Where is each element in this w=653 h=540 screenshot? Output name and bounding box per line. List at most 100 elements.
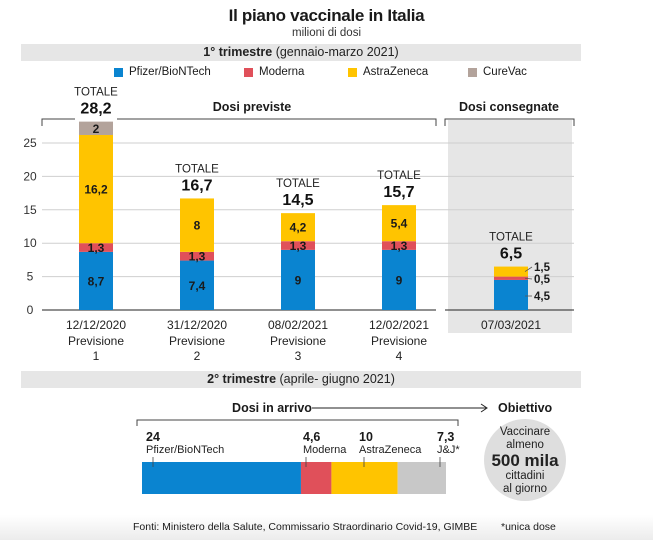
obiettivo-label: Obiettivo bbox=[498, 401, 553, 415]
bar-segment-moderna bbox=[494, 276, 528, 280]
bar-value-label: 8,7 bbox=[88, 274, 105, 288]
legend: Pfizer/BioNTech Moderna AstraZeneca Cure… bbox=[0, 66, 653, 82]
dosi-consegnate-label: Dosi consegnate bbox=[459, 100, 559, 114]
legend-label: AstraZeneca bbox=[363, 66, 429, 78]
x-tick-label: Previsione bbox=[68, 334, 124, 348]
x-tick-label: Previsione bbox=[270, 334, 326, 348]
chart-title: Il piano vaccinale in Italia bbox=[228, 6, 425, 25]
bar-value-label: 5,4 bbox=[391, 217, 408, 231]
bar-value-label: 8 bbox=[194, 219, 201, 233]
bar-segment-moderna bbox=[281, 241, 315, 250]
total-caption: TOTALE bbox=[276, 178, 320, 190]
legend-item-pfizer: Pfizer/BioNTech bbox=[114, 66, 211, 78]
legend-item-astrazeneca: AstraZeneca bbox=[348, 66, 428, 78]
chart-subtitle: milioni di dosi bbox=[291, 27, 362, 39]
total-value: 15,7 bbox=[383, 184, 414, 201]
bar-segment-astrazeneca bbox=[180, 198, 214, 252]
hbar-value-label: 24 bbox=[146, 430, 160, 444]
hbar-segment-astrazeneca bbox=[331, 462, 398, 494]
hbar-value-label: 10 bbox=[359, 430, 373, 444]
dosi-consegnate-bracket bbox=[444, 118, 575, 126]
bar-segment-pfizer-biontech bbox=[494, 279, 528, 310]
total-caption: TOTALE bbox=[377, 170, 421, 182]
bar-value-label: 9 bbox=[295, 273, 302, 287]
bar-value-label: 1,3 bbox=[189, 250, 206, 264]
x-tick-label: Previsione bbox=[371, 334, 427, 348]
total-value: 16,7 bbox=[181, 177, 212, 194]
bar-value-label: 9 bbox=[396, 273, 403, 287]
bar-segment-pfizer-biontech bbox=[281, 249, 315, 310]
y-tick-label: 20 bbox=[23, 169, 37, 183]
legend-item-curevac: CureVac bbox=[468, 66, 527, 78]
bar-segment-astrazeneca bbox=[79, 134, 113, 244]
legend-label: CureVac bbox=[483, 66, 527, 78]
bar-segment-pfizer-biontech bbox=[180, 260, 214, 310]
x-tick-date: 07/03/2021 bbox=[481, 318, 541, 332]
q1-band-title: 1° trimestre bbox=[203, 45, 273, 59]
x-tick-number: 3 bbox=[295, 349, 302, 363]
bar-value-label: 1,5 bbox=[534, 262, 551, 274]
y-tick-label: 5 bbox=[27, 270, 34, 284]
total-value: 14,5 bbox=[282, 192, 313, 209]
objective-line4: al giorno bbox=[502, 482, 548, 495]
q2-band-title: 2° trimestre bbox=[207, 372, 277, 386]
objective-big: 500 mila bbox=[491, 451, 559, 470]
callout-line bbox=[524, 266, 533, 272]
dosi-previste-label: Dosi previste bbox=[213, 100, 292, 114]
q1-band-period: (gennaio-marzo 2021) bbox=[272, 45, 399, 59]
total-caption: TOTALE bbox=[74, 87, 118, 99]
hbar-segment-moderna bbox=[300, 462, 332, 494]
dosi-previste-bracket bbox=[41, 118, 437, 126]
legend-item-moderna: Moderna bbox=[244, 66, 304, 78]
bar-value-label: 1,3 bbox=[290, 239, 307, 253]
y-tick-label: 15 bbox=[23, 203, 37, 217]
x-tick-date: 12/02/2021 bbox=[369, 318, 429, 332]
hbar-series-label: J&J* bbox=[437, 444, 460, 456]
bar-value-label: 2 bbox=[93, 122, 100, 136]
x-tick-label: Previsione bbox=[169, 334, 225, 348]
x-tick-number: 1 bbox=[93, 349, 100, 363]
bar-value-label: 1,3 bbox=[391, 239, 408, 253]
total-value: 6,5 bbox=[500, 246, 522, 263]
legend-label: Moderna bbox=[259, 66, 305, 78]
bar-value-label: 4,2 bbox=[290, 221, 307, 235]
legend-swatch bbox=[244, 67, 253, 77]
hbar-segment-j-j- bbox=[397, 462, 446, 494]
total-caption: TOTALE bbox=[489, 232, 533, 244]
footer-note: *unica dose bbox=[501, 521, 556, 533]
x-tick-date: 12/12/2020 bbox=[66, 318, 126, 332]
arrow-head-icon bbox=[480, 403, 488, 413]
legend-label: Pfizer/BioNTech bbox=[129, 66, 211, 78]
bar-segment-astrazeneca bbox=[281, 213, 315, 242]
callout-line bbox=[524, 277, 533, 280]
q2-horizontal-bar-chart: Dosi in arrivo Obiettivo 24Pfizer/BioNTe… bbox=[136, 401, 553, 494]
bar-segment-moderna bbox=[180, 251, 214, 261]
bar-value-label: 0,5 bbox=[534, 274, 551, 286]
y-tick-label: 0 bbox=[27, 303, 34, 317]
bar-segment-pfizer-biontech bbox=[79, 251, 113, 310]
bar-segment-curevac bbox=[79, 121, 113, 135]
bar-segment-moderna bbox=[382, 241, 416, 250]
objective-circle: Vaccinare almeno 500 mila cittadini al g… bbox=[484, 419, 566, 501]
x-tick-date: 31/12/2020 bbox=[167, 318, 227, 332]
bar-segment-moderna bbox=[79, 243, 113, 252]
bar-value-label: 1,3 bbox=[88, 241, 105, 255]
y-tick-label: 10 bbox=[23, 236, 37, 250]
hbar-value-label: 4,6 bbox=[303, 430, 320, 444]
footer-sources: Fonti: Ministero della Salute, Commissar… bbox=[133, 521, 478, 533]
dosi-in-arrivo-bracket bbox=[136, 419, 459, 426]
x-tick-number: 2 bbox=[194, 349, 201, 363]
bar-segment-astrazeneca bbox=[494, 266, 528, 277]
objective-line3: cittadini bbox=[505, 470, 545, 482]
x-tick-date: 08/02/2021 bbox=[268, 318, 328, 332]
total-value: 28,2 bbox=[80, 101, 111, 118]
q2-band: 2° trimestre (aprile- giugno 2021) bbox=[21, 371, 581, 388]
total-caption: TOTALE bbox=[175, 163, 219, 175]
objective-line1: Vaccinare bbox=[499, 426, 551, 438]
hbar-series-label: AstraZeneca bbox=[359, 444, 422, 456]
footer: Fonti: Ministero della Salute, Commissar… bbox=[0, 515, 653, 540]
hbar-series-label: Moderna bbox=[303, 444, 347, 456]
bar-value-label: 7,4 bbox=[189, 279, 206, 293]
legend-swatch bbox=[114, 67, 123, 77]
hbar-value-label: 7,3 bbox=[437, 430, 454, 444]
